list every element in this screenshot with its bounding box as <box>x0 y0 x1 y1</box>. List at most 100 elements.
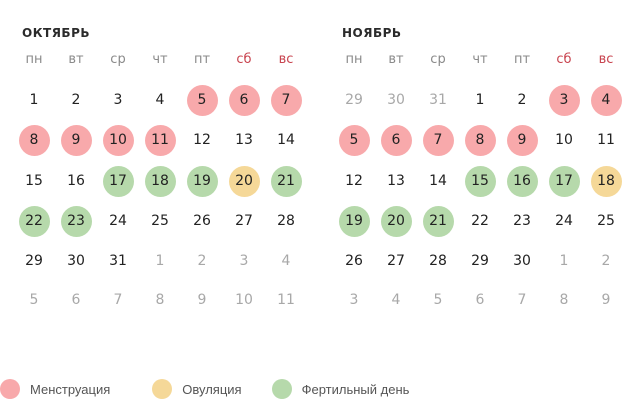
day-cell[interactable]: 29 <box>25 253 43 269</box>
month-title: НОЯБРЬ <box>342 26 402 40</box>
day-cell[interactable]: 13 <box>235 132 253 148</box>
day-cell[interactable]: 12 <box>345 173 363 189</box>
day-cell-fertile[interactable]: 17 <box>548 165 580 197</box>
weekday-header: вс <box>278 52 294 67</box>
day-cell-other-month[interactable]: 30 <box>387 92 405 108</box>
day-cell-ovulation[interactable]: 18 <box>590 165 622 197</box>
day-cell-menstruation[interactable]: 8 <box>18 124 50 156</box>
day-cell[interactable]: 4 <box>155 92 165 108</box>
day-cell[interactable]: 30 <box>513 253 531 269</box>
day-cell[interactable]: 24 <box>555 213 573 229</box>
day-cell[interactable]: 25 <box>597 213 615 229</box>
day-cell-menstruation[interactable]: 6 <box>228 84 260 116</box>
day-cell[interactable]: 31 <box>109 253 127 269</box>
day-cell[interactable]: 16 <box>67 173 85 189</box>
day-cell[interactable]: 30 <box>67 253 85 269</box>
day-cell-other-month[interactable]: 31 <box>429 92 447 108</box>
day-cell[interactable]: 2 <box>517 92 527 108</box>
day-cell-other-month[interactable]: 9 <box>601 292 611 308</box>
day-cell-menstruation[interactable]: 6 <box>380 124 412 156</box>
weekday-header: сб <box>556 52 572 67</box>
day-cell[interactable]: 1 <box>29 92 39 108</box>
day-cell-other-month[interactable]: 6 <box>475 292 485 308</box>
legend-item-fertile: Фертильный день <box>271 379 410 399</box>
day-cell[interactable]: 27 <box>235 213 253 229</box>
legend-item-ovulation: Овуляция <box>152 379 242 399</box>
day-cell[interactable]: 23 <box>513 213 531 229</box>
day-cell-fertile[interactable]: 19 <box>338 205 370 237</box>
day-cell-other-month[interactable]: 11 <box>277 292 295 308</box>
day-cell[interactable]: 12 <box>193 132 211 148</box>
legend-label: Фертильный день <box>301 381 410 397</box>
day-cell-fertile[interactable]: 21 <box>270 165 302 197</box>
day-cell-other-month[interactable]: 5 <box>433 292 443 308</box>
day-cell-ovulation[interactable]: 20 <box>228 165 260 197</box>
weekday-header: вт <box>68 52 84 67</box>
day-cell[interactable]: 1 <box>475 92 485 108</box>
day-cell-other-month[interactable]: 3 <box>239 253 249 269</box>
day-cell-other-month[interactable]: 8 <box>155 292 165 308</box>
day-cell-menstruation[interactable]: 3 <box>548 84 580 116</box>
day-cell-menstruation[interactable]: 5 <box>338 124 370 156</box>
day-cell-fertile[interactable]: 18 <box>144 165 176 197</box>
day-cell-other-month[interactable]: 2 <box>197 253 207 269</box>
legend: Менструация Овуляция Фертильный день <box>0 377 439 401</box>
day-cell-menstruation[interactable]: 9 <box>60 124 92 156</box>
day-cell-other-month[interactable]: 29 <box>345 92 363 108</box>
day-cell-other-month[interactable]: 2 <box>601 253 611 269</box>
day-cell-menstruation[interactable]: 7 <box>270 84 302 116</box>
day-cell-other-month[interactable]: 7 <box>517 292 527 308</box>
day-cell[interactable]: 29 <box>471 253 489 269</box>
day-cell-other-month[interactable]: 1 <box>155 253 165 269</box>
day-cell-menstruation[interactable]: 10 <box>102 124 134 156</box>
day-cell-fertile[interactable]: 23 <box>60 205 92 237</box>
day-cell-other-month[interactable]: 4 <box>281 253 291 269</box>
day-cell-fertile[interactable]: 20 <box>380 205 412 237</box>
day-cell[interactable]: 26 <box>193 213 211 229</box>
month-november: НОЯБРЬ пн вт ср чт пт сб вс 29 30 31 1 2 3 4 5 6 7 8 9 10 11… <box>320 0 622 320</box>
day-cell[interactable]: 13 <box>387 173 405 189</box>
day-cell-fertile[interactable]: 19 <box>186 165 218 197</box>
weekday-header: вт <box>388 52 404 67</box>
day-cell-other-month[interactable]: 3 <box>349 292 359 308</box>
day-cell-fertile[interactable]: 17 <box>102 165 134 197</box>
day-cell[interactable]: 28 <box>277 213 295 229</box>
day-cell[interactable]: 15 <box>25 173 43 189</box>
day-cell-menstruation[interactable]: 11 <box>144 124 176 156</box>
day-cell-fertile[interactable]: 16 <box>506 165 538 197</box>
weekday-header: ср <box>430 52 446 67</box>
day-cell-menstruation[interactable]: 5 <box>186 84 218 116</box>
day-cell[interactable]: 2 <box>71 92 81 108</box>
month-title: ОКТЯБРЬ <box>22 26 91 40</box>
day-cell[interactable]: 25 <box>151 213 169 229</box>
day-cell[interactable]: 14 <box>429 173 447 189</box>
day-cell-other-month[interactable]: 5 <box>29 292 39 308</box>
day-cell-menstruation[interactable]: 7 <box>422 124 454 156</box>
day-cell-menstruation[interactable]: 9 <box>506 124 538 156</box>
day-cell-menstruation[interactable]: 8 <box>464 124 496 156</box>
weekday-header: пт <box>193 52 211 67</box>
day-cell-other-month[interactable]: 7 <box>113 292 123 308</box>
fertile-dot-icon <box>271 379 292 399</box>
day-cell-other-month[interactable]: 6 <box>71 292 81 308</box>
day-cell-other-month[interactable]: 4 <box>391 292 401 308</box>
day-cell[interactable]: 10 <box>555 132 573 148</box>
day-cell-fertile[interactable]: 15 <box>464 165 496 197</box>
day-cell[interactable]: 24 <box>109 213 127 229</box>
day-cell[interactable]: 3 <box>113 92 123 108</box>
day-cell[interactable]: 26 <box>345 253 363 269</box>
day-cell[interactable]: 28 <box>429 253 447 269</box>
day-cell-other-month[interactable]: 1 <box>559 253 569 269</box>
day-cell[interactable]: 11 <box>597 132 615 148</box>
day-cell-other-month[interactable]: 8 <box>559 292 569 308</box>
weekday-header: чт <box>472 52 488 67</box>
day-cell[interactable]: 22 <box>471 213 489 229</box>
day-cell-menstruation[interactable]: 4 <box>590 84 622 116</box>
day-cell[interactable]: 14 <box>277 132 295 148</box>
weekday-header: пт <box>513 52 531 67</box>
day-cell-fertile[interactable]: 22 <box>18 205 50 237</box>
day-cell-other-month[interactable]: 10 <box>235 292 253 308</box>
day-cell[interactable]: 27 <box>387 253 405 269</box>
day-cell-other-month[interactable]: 9 <box>197 292 207 308</box>
day-cell-fertile[interactable]: 21 <box>422 205 454 237</box>
